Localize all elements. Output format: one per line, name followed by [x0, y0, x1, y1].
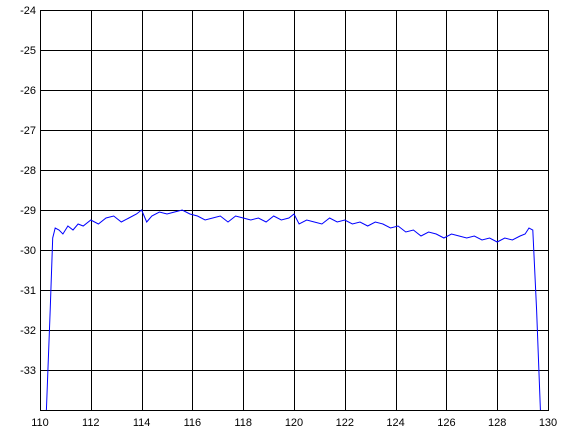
y-tick-label: -32: [20, 325, 36, 337]
y-tick-label: -31: [20, 285, 36, 297]
x-tick-label: 122: [336, 417, 354, 429]
series-line: [45, 209, 541, 411]
x-tick-label: 112: [82, 417, 100, 429]
x-tick-label: 116: [184, 417, 202, 429]
y-tick-label: -27: [20, 125, 36, 137]
gridlines: [40, 10, 549, 410]
y-axis-ticks: -24 -25 -26 -27 -28 -29 -30 -31 -32 -33: [20, 5, 36, 377]
x-tick-label: 124: [386, 417, 404, 429]
y-tick-label: -33: [20, 365, 36, 377]
x-tick-label: 120: [285, 417, 303, 429]
y-tick-label: -29: [20, 205, 36, 217]
y-tick-label: -28: [20, 165, 36, 177]
x-tick-label: 126: [437, 417, 455, 429]
y-tick-label: -26: [20, 85, 36, 97]
y-tick-label: -24: [20, 5, 36, 17]
y-tick-label: -25: [20, 45, 36, 57]
x-tick-label: 110: [31, 417, 49, 429]
x-axis-ticks: 110 112 114 116 118 120 122 124 126 128 130: [31, 417, 557, 429]
x-tick-label: 130: [539, 417, 557, 429]
plot-frame: [40, 10, 549, 411]
y-tick-label: -30: [20, 245, 36, 257]
x-tick-label: 114: [133, 417, 151, 429]
x-tick-label: 128: [488, 417, 506, 429]
x-tick-label: 118: [234, 417, 252, 429]
